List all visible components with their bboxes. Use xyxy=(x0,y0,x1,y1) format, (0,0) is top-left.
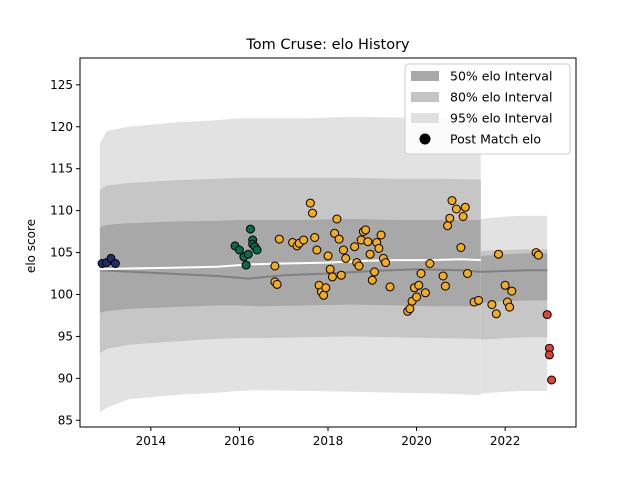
legend-label: Post Match elo xyxy=(450,132,541,147)
band-50-0 xyxy=(99,219,481,313)
x-tick-label: 2016 xyxy=(224,434,255,448)
data-point xyxy=(308,208,317,218)
data-point xyxy=(312,245,322,255)
data-point xyxy=(445,213,455,223)
data-point xyxy=(336,270,346,280)
data-point xyxy=(487,300,497,310)
legend-swatch xyxy=(411,71,439,81)
data-point xyxy=(299,235,309,245)
y-axis-label: elo score xyxy=(24,219,38,273)
data-point xyxy=(272,279,282,289)
data-point xyxy=(500,280,510,290)
legend: 50% elo Interval 80% elo Interval 95% elo … xyxy=(404,63,571,155)
data-point xyxy=(367,275,377,285)
data-point xyxy=(544,350,554,360)
legend-box xyxy=(404,63,571,155)
plot-area xyxy=(79,57,577,428)
x-tick-label: 2014 xyxy=(136,434,167,448)
data-point xyxy=(425,259,435,268)
data-point xyxy=(385,282,395,292)
data-point xyxy=(405,304,415,314)
legend-swatch xyxy=(411,113,439,123)
y-tick-label: 125 xyxy=(50,78,73,92)
data-point xyxy=(334,234,344,244)
data-point xyxy=(447,196,457,206)
data-point xyxy=(252,245,262,255)
data-point xyxy=(241,260,251,270)
data-point xyxy=(507,286,517,296)
legend-swatch xyxy=(411,92,439,102)
x-tick-label: 2020 xyxy=(401,434,432,448)
data-point xyxy=(234,245,244,255)
data-point xyxy=(354,261,364,271)
data-point xyxy=(323,251,333,261)
x-axis: 2014 2016 2018 2020 2022 xyxy=(136,427,521,448)
data-point xyxy=(246,224,255,234)
data-point xyxy=(491,309,501,319)
y-tick-label: 120 xyxy=(50,120,73,134)
y-axis: 85 90 95 100 105 110 115 120 125 xyxy=(50,78,80,427)
data-point xyxy=(412,292,422,302)
data-point xyxy=(416,269,426,278)
data-point xyxy=(365,249,375,259)
band-50-1 xyxy=(480,253,548,303)
data-point xyxy=(321,283,331,293)
data-point xyxy=(341,253,351,263)
y-tick-label: 105 xyxy=(50,246,73,260)
data-point xyxy=(376,230,386,240)
data-point xyxy=(547,375,557,385)
data-point xyxy=(319,290,329,300)
x-tick-label: 2018 xyxy=(313,434,344,448)
data-point xyxy=(460,202,470,212)
chart-title: Tom Cruse: elo History xyxy=(245,37,410,53)
data-point xyxy=(310,233,320,242)
y-tick-label: 85 xyxy=(58,413,73,427)
y-tick-label: 115 xyxy=(50,162,73,176)
legend-label: 80% elo Interval xyxy=(450,90,552,105)
data-point xyxy=(274,234,284,244)
data-point xyxy=(339,245,348,255)
y-tick-label: 100 xyxy=(50,287,73,301)
data-point xyxy=(456,243,466,252)
data-point xyxy=(474,295,484,305)
plot-inner xyxy=(97,116,557,413)
data-point xyxy=(350,242,360,252)
legend-swatch xyxy=(419,133,431,145)
x-tick-label: 2022 xyxy=(490,434,521,448)
data-point xyxy=(330,228,340,238)
data-point xyxy=(327,272,337,282)
data-point xyxy=(533,250,543,260)
data-point xyxy=(325,264,335,274)
legend-label: 95% elo Interval xyxy=(450,111,552,126)
data-point xyxy=(374,243,384,253)
data-point xyxy=(438,271,448,281)
data-point xyxy=(305,198,315,208)
data-point xyxy=(363,237,373,247)
data-point xyxy=(243,249,253,259)
data-point xyxy=(463,269,472,278)
y-tick-label: 90 xyxy=(58,371,73,385)
data-point xyxy=(420,288,430,298)
data-point xyxy=(458,212,468,221)
y-tick-label: 110 xyxy=(50,204,73,218)
data-point xyxy=(440,281,450,291)
data-point xyxy=(505,302,515,312)
data-point xyxy=(542,310,552,320)
data-point xyxy=(443,221,453,231)
legend-label: 50% elo Interval xyxy=(450,69,552,84)
data-point xyxy=(110,259,120,268)
data-point xyxy=(414,280,424,290)
y-tick-label: 95 xyxy=(58,329,73,343)
data-point xyxy=(451,204,461,214)
data-point xyxy=(332,214,342,224)
data-point xyxy=(270,261,280,271)
data-point xyxy=(494,249,503,259)
data-point xyxy=(361,225,371,235)
data-point xyxy=(381,258,391,268)
data-point xyxy=(370,267,379,277)
